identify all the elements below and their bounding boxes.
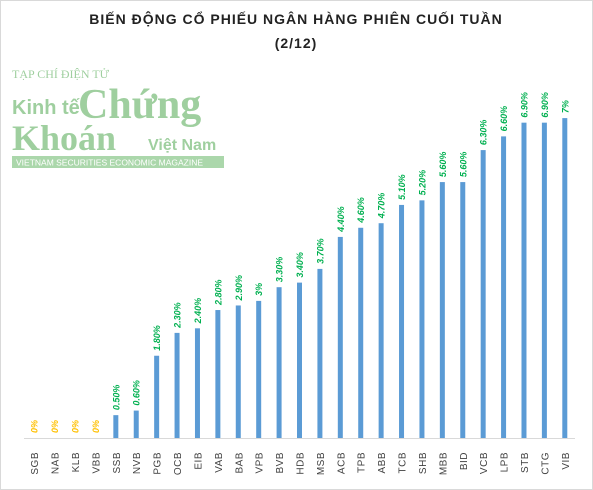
value-label: 5.20% — [417, 170, 427, 196]
x-tick-label: EIB — [193, 452, 204, 470]
x-tick-label: BAB — [234, 452, 245, 474]
x-tick-label: SSB — [112, 452, 123, 474]
bar — [317, 268, 323, 438]
x-tick-label: SHB — [418, 452, 429, 474]
watermark-viet-nam: Việt Nam — [148, 137, 216, 154]
value-label: 2.90% — [234, 275, 244, 302]
value-label: 5.60% — [438, 152, 448, 178]
x-tick-label: NAB — [51, 452, 62, 474]
x-tick-label: CTG — [540, 452, 551, 475]
x-tick-label: ABB — [377, 452, 388, 474]
bar — [501, 136, 507, 438]
watermark-khoan: Khoán — [12, 118, 116, 158]
bar — [133, 410, 139, 438]
value-label: 5.10% — [397, 174, 407, 200]
bar — [541, 122, 547, 439]
x-tick-label: BID — [459, 452, 470, 470]
bar — [194, 328, 200, 438]
chart-subtitle: (2/12) — [275, 35, 318, 51]
bar — [276, 287, 282, 438]
x-tick-label: TPB — [357, 452, 368, 473]
bar — [419, 200, 425, 438]
value-label: 0% — [91, 420, 101, 433]
watermark: TẠP CHÍ ĐIỆN TỬ Kinh tế Chứng Khoán Việt… — [12, 67, 224, 168]
x-tick-label: VBB — [91, 452, 102, 474]
value-label: 6.90% — [519, 92, 529, 118]
bar — [154, 355, 160, 438]
x-tick-label: PGB — [153, 452, 164, 475]
bar — [460, 182, 466, 438]
bar — [174, 332, 180, 438]
bar — [358, 227, 364, 438]
bar — [439, 182, 445, 438]
x-tick-label: KLB — [71, 452, 82, 472]
value-label: 3.70% — [315, 238, 325, 264]
bar — [378, 223, 384, 438]
value-label: 3.40% — [295, 252, 305, 278]
bar — [562, 118, 568, 438]
value-label: 2.80% — [213, 280, 223, 307]
bar — [256, 300, 262, 438]
bar — [113, 415, 119, 438]
watermark-chung: Chứng — [78, 82, 201, 128]
value-label: 4.60% — [356, 197, 366, 224]
x-tick-label: BVB — [275, 452, 286, 474]
x-tick-label: VAB — [214, 452, 225, 473]
x-tick-label: MSB — [316, 452, 327, 475]
x-tick-label: ACB — [336, 452, 347, 474]
value-label: 6.60% — [499, 106, 509, 132]
value-label: 7% — [560, 100, 570, 113]
x-tick-label: MBB — [438, 452, 449, 475]
x-tick-label: SGB — [30, 452, 41, 475]
x-tick-label: VCB — [479, 452, 490, 474]
value-label: 3% — [254, 283, 264, 296]
value-label: 4.40% — [336, 206, 346, 233]
bar — [215, 310, 221, 438]
value-label: 0.50% — [111, 385, 121, 411]
x-tick-label: HDB — [296, 452, 307, 475]
watermark-top: TẠP CHÍ ĐIỆN TỬ — [12, 67, 110, 81]
value-label: 6.90% — [540, 92, 550, 118]
bar — [235, 305, 241, 438]
value-label: 2.30% — [173, 302, 183, 329]
value-label: 3.30% — [275, 257, 285, 283]
chart-title: BIẾN ĐỘNG CỔ PHIẾU NGÂN HÀNG PHIÊN CUỐI … — [89, 10, 502, 27]
value-label: 0% — [71, 420, 81, 433]
x-tick-label: VIB — [561, 452, 572, 470]
x-tick-label: TCB — [398, 452, 409, 474]
value-label: 0% — [50, 420, 60, 433]
x-tick-label: STB — [520, 452, 531, 473]
x-tick-label: LPB — [500, 452, 511, 472]
bar — [399, 204, 405, 438]
value-label: 1.80% — [152, 325, 162, 351]
value-label: 2.40% — [193, 298, 203, 325]
value-label: 5.60% — [458, 152, 468, 178]
bar — [480, 150, 486, 438]
bar — [337, 236, 343, 438]
x-tick-label: NVB — [132, 452, 143, 474]
watermark-band — [12, 156, 224, 168]
watermark-kinh-te: Kinh tế — [12, 97, 81, 119]
bar — [521, 122, 527, 439]
value-label: 6.30% — [479, 120, 489, 146]
value-label: 0% — [30, 420, 40, 433]
x-tick-label: OCB — [173, 452, 184, 475]
value-label: 4.70% — [377, 193, 387, 220]
watermark-tagline: VIETNAM SECURITIES ECONOMIC MAGAZINE — [16, 158, 203, 168]
x-tick-label: VPB — [255, 452, 266, 474]
bar — [297, 282, 302, 438]
value-label: 0.60% — [132, 380, 142, 406]
